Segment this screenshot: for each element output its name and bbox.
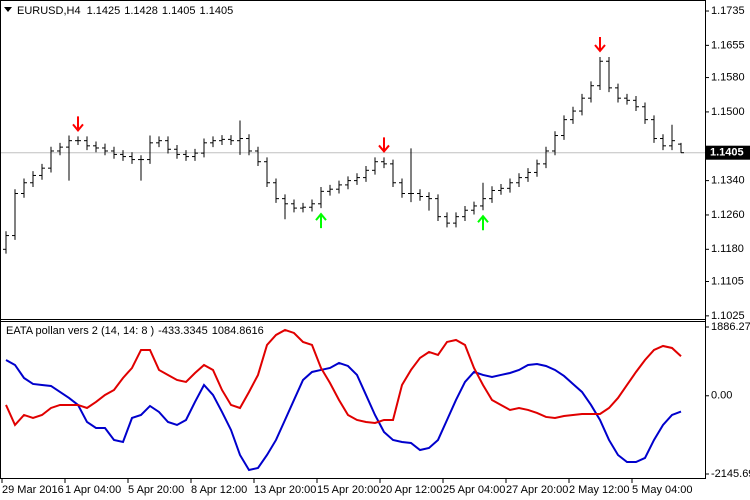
indicator-value: -433.3345 [158,325,208,337]
y-tick-label: 1.1260 [711,209,745,221]
x-tick-label: 2 May 12:00 [569,484,630,496]
y-tick-label: -2145.69 [711,468,750,480]
y-tick-label: 1.1180 [711,243,744,255]
x-tick-label: 27 Apr 20:00 [506,484,568,496]
buy-arrow [315,212,327,229]
y-tick-label: 1.1735 [711,5,745,17]
x-tick-label: 5 Apr 20:00 [128,484,184,496]
menu-triangle[interactable] [4,7,12,12]
x-tick-label: 29 Mar 2016 [2,484,64,496]
x-tick-label: 20 Apr 12:00 [380,484,442,496]
x-tick-label: 5 May 04:00 [632,484,693,496]
indicator-line [5,328,682,427]
x-tick-label: 1 Apr 04:00 [65,484,121,496]
y-tick-label: 0.00 [711,390,732,402]
x-tick-label: 15 Apr 20:00 [317,484,379,496]
x-tick-label: 8 Apr 12:00 [191,484,247,496]
buy-arrow [477,214,489,231]
indicator-value: 1084.8616 [212,325,264,337]
price-header: EURUSD,H4 1.1425 1.1428 1.1405 1.1405 [17,5,233,17]
last-low: 1.1405 [162,5,196,17]
indicator-line [5,359,682,472]
y-tick-label: 1.1500 [711,106,745,118]
indicator-title: EATA pollan vers 2 (14, 14: 8 ) [6,325,154,337]
last-price-label: 1.1405 [710,147,744,159]
y-tick-label: 1.1580 [711,71,745,83]
x-tick-label: 25 Apr 04:00 [443,484,505,496]
sell-arrow [72,116,84,132]
y-tick-label: 1.1105 [711,275,744,287]
last-high: 1.1428 [124,5,158,17]
last-price-box [706,145,750,160]
y-tick-label: 1886.275 [711,321,750,333]
x-tick-label: 13 Apr 20:00 [254,484,316,496]
y-tick-label: 1.1025 [711,310,745,322]
last-open: 1.1425 [87,5,121,17]
y-tick-label: 1.1340 [711,175,745,187]
last-close: 1.1405 [200,5,234,17]
symbol: EURUSD,H4 [17,5,81,17]
indicator-header: EATA pollan vers 2 (14, 14: 8 ) -433.3345… [6,325,264,337]
sell-arrow [378,137,390,153]
sell-arrow [594,36,606,53]
y-tick-label: 1.1655 [711,39,745,51]
